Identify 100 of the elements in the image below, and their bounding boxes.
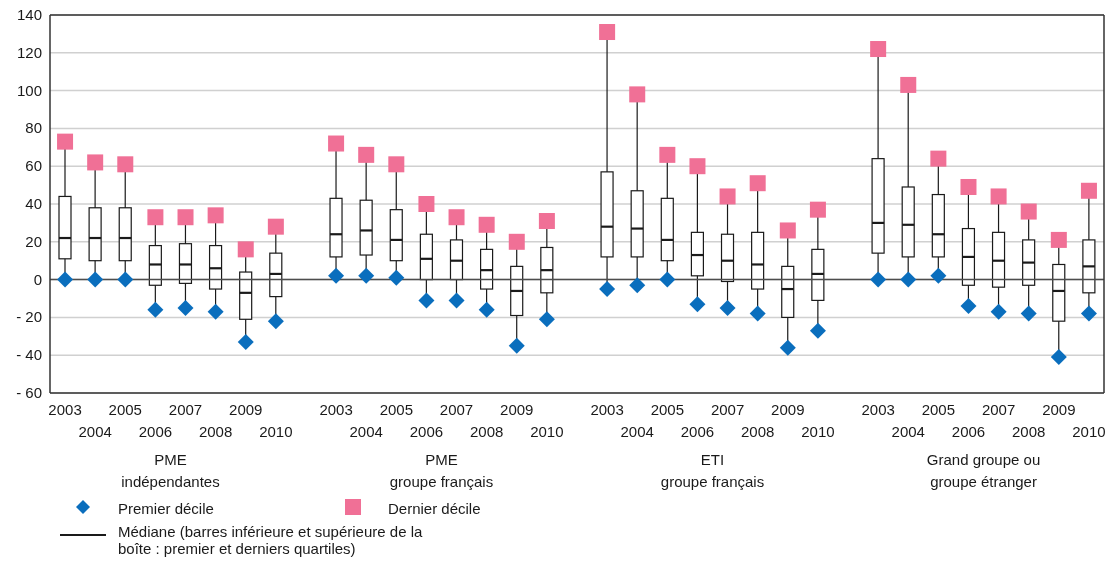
point bbox=[147, 209, 164, 226]
point bbox=[177, 209, 194, 226]
x-tick-label: 2007 bbox=[981, 401, 1016, 418]
point bbox=[538, 213, 555, 230]
y-tick-label: 40 bbox=[25, 195, 42, 212]
point bbox=[659, 146, 676, 163]
point bbox=[960, 178, 977, 195]
point bbox=[87, 154, 104, 171]
point bbox=[719, 188, 736, 205]
point bbox=[990, 188, 1007, 205]
point bbox=[388, 156, 405, 173]
point bbox=[719, 299, 736, 316]
point bbox=[1050, 349, 1067, 366]
text: PME groupe français bbox=[389, 451, 494, 490]
point bbox=[599, 281, 616, 298]
point bbox=[779, 222, 796, 239]
x-tick-label: 2007 bbox=[439, 401, 474, 418]
x-tick-label: 2010 bbox=[1072, 423, 1106, 440]
point bbox=[237, 333, 254, 350]
point bbox=[508, 337, 525, 354]
point bbox=[538, 311, 555, 328]
x-tick-label: 2006 bbox=[680, 423, 715, 440]
x-tick-label: 2006 bbox=[951, 423, 986, 440]
point bbox=[267, 313, 284, 330]
point bbox=[448, 292, 465, 309]
point bbox=[659, 271, 676, 288]
x-tick-label: 2008 bbox=[469, 423, 504, 440]
point bbox=[267, 218, 284, 235]
x-tick-label: 2009 bbox=[771, 401, 805, 418]
point bbox=[117, 271, 134, 288]
point bbox=[237, 241, 254, 258]
x-tick-label: 2006 bbox=[138, 423, 173, 440]
point bbox=[358, 146, 375, 163]
point bbox=[629, 277, 646, 294]
x-tick-label: 2006 bbox=[409, 423, 444, 440]
point bbox=[508, 233, 525, 250]
y-tick-label: - 60 bbox=[16, 384, 42, 401]
x-tick-label: 2004 bbox=[78, 423, 112, 440]
point bbox=[870, 41, 887, 58]
point bbox=[930, 267, 947, 284]
point bbox=[87, 271, 104, 288]
y-tick-label: 140 bbox=[16, 6, 42, 23]
x-tick-label: 2007 bbox=[168, 401, 203, 418]
point bbox=[689, 296, 706, 313]
x-tick-label: 2008 bbox=[1012, 423, 1046, 440]
point bbox=[900, 76, 917, 93]
point bbox=[1020, 305, 1037, 322]
point bbox=[960, 298, 977, 315]
point bbox=[57, 133, 74, 150]
x-tick-label: 2004 bbox=[620, 423, 654, 440]
point bbox=[328, 135, 345, 152]
x-tick-label: 2004 bbox=[891, 423, 925, 440]
x-tick-label: 2010 bbox=[259, 423, 293, 440]
x-tick-label: 2004 bbox=[349, 423, 383, 440]
point bbox=[57, 271, 74, 288]
point bbox=[207, 303, 224, 320]
point bbox=[388, 269, 405, 286]
x-tick-label: 2005 bbox=[108, 401, 142, 418]
point bbox=[689, 158, 706, 175]
point bbox=[478, 216, 495, 233]
point bbox=[779, 339, 796, 356]
y-tick-label: 120 bbox=[16, 43, 42, 61]
x-tick-label: 2005 bbox=[379, 401, 413, 418]
y-tick-label: 60 bbox=[25, 157, 42, 175]
text: ETI groupe français bbox=[660, 451, 765, 490]
x-tick-label: 2005 bbox=[650, 401, 685, 418]
legend-label: Premier décile bbox=[118, 500, 215, 517]
point bbox=[1080, 182, 1097, 199]
point bbox=[900, 271, 917, 288]
point bbox=[1080, 305, 1097, 322]
x-tick-label: 2003 bbox=[861, 401, 895, 418]
point bbox=[147, 301, 164, 318]
x-tick-label: 2007 bbox=[710, 401, 745, 418]
point bbox=[1020, 203, 1037, 220]
x-tick-label: 2003 bbox=[590, 401, 624, 418]
point bbox=[809, 201, 826, 218]
y-tick-label: 100 bbox=[16, 81, 42, 99]
point bbox=[358, 267, 375, 284]
x-tick-label: 2008 bbox=[198, 423, 233, 440]
point bbox=[930, 150, 947, 167]
x-tick-label: 2009 bbox=[229, 401, 263, 418]
x-tick-label: 2003 bbox=[48, 401, 82, 418]
x-tick-label: 2009 bbox=[1042, 401, 1076, 418]
x-tick-label: 2005 bbox=[921, 401, 956, 418]
point bbox=[328, 267, 345, 284]
y-tick-label: - 20 bbox=[16, 308, 42, 326]
point bbox=[117, 156, 134, 173]
x-tick-label: 2008 bbox=[741, 423, 775, 440]
y-tick-label: 20 bbox=[25, 232, 42, 250]
legend-label: Dernier décile bbox=[388, 500, 482, 517]
text: Grand groupe ou groupe étranger bbox=[926, 451, 1041, 490]
point bbox=[478, 301, 495, 318]
y-tick-label: - 40 bbox=[16, 346, 42, 364]
x-tick-label: 2010 bbox=[530, 423, 564, 440]
point bbox=[418, 196, 435, 212]
x-tick-label: 2009 bbox=[500, 401, 534, 418]
text: PME indépendantes bbox=[121, 451, 220, 490]
legend-label: Médiane (barres inférieure et supérieure de la boîte : premier et derniers quartiles) bbox=[118, 523, 424, 557]
point bbox=[418, 292, 435, 309]
x-tick-label: 2010 bbox=[801, 423, 835, 440]
